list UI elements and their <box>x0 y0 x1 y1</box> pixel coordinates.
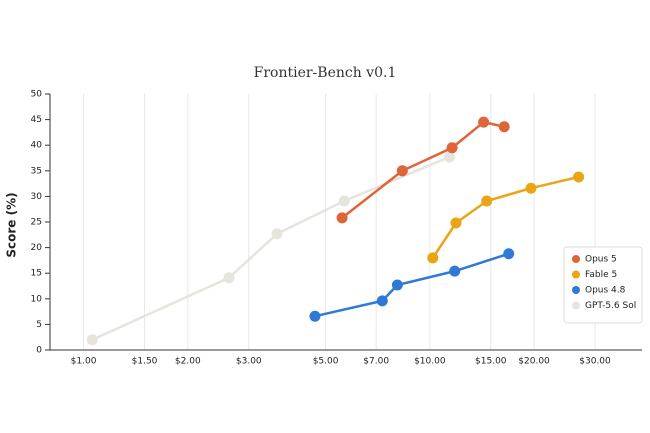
y-tick-label: 0 <box>36 346 42 356</box>
data-point <box>449 265 461 277</box>
legend-swatch <box>572 255 580 263</box>
legend-swatch <box>572 301 580 310</box>
y-tick-label: 5 <box>36 320 42 330</box>
legend-swatch <box>572 270 580 279</box>
series-line <box>341 120 505 219</box>
data-point <box>444 151 456 163</box>
y-tick-label: 25 <box>31 218 42 228</box>
x-tick-label: $5.00 <box>313 357 339 367</box>
x-tick-label: $1.00 <box>71 357 97 367</box>
data-point <box>376 295 388 307</box>
data-point <box>478 116 490 128</box>
series-line <box>431 175 579 259</box>
data-point <box>338 195 350 207</box>
data-point <box>450 217 462 229</box>
data-point <box>271 228 283 240</box>
y-tick-label: 30 <box>31 192 43 202</box>
data-point <box>525 182 537 194</box>
y-tick-label: 45 <box>31 115 42 125</box>
legend-box <box>563 246 643 324</box>
y-axis-label: Score (%) <box>5 192 19 257</box>
x-tick-label: $2.00 <box>175 357 201 367</box>
series-line <box>314 252 510 318</box>
data-point <box>503 248 515 260</box>
x-tick-label: $30.00 <box>579 357 611 367</box>
x-tick-label: $15.00 <box>475 357 507 367</box>
data-point <box>223 272 235 284</box>
legend-label: Fable 5 <box>585 270 617 280</box>
x-tick-label: $20.00 <box>518 357 550 367</box>
series-line <box>91 155 451 341</box>
data-point <box>446 142 458 154</box>
legend-label: Opus 4.8 <box>585 286 626 296</box>
y-tick-label: 35 <box>31 166 42 176</box>
y-tick-label: 10 <box>31 294 43 304</box>
data-point <box>309 310 321 322</box>
x-tick-label: $3.00 <box>236 357 262 367</box>
data-point <box>481 195 493 207</box>
y-tick-label: 15 <box>31 269 42 279</box>
x-tick-label: $1.50 <box>132 357 158 367</box>
data-point <box>498 121 510 133</box>
data-point <box>396 165 408 177</box>
data-point <box>427 252 439 264</box>
x-tick-label: $7.00 <box>363 357 389 367</box>
y-tick-label: 40 <box>31 141 43 151</box>
legend-swatch <box>572 286 580 294</box>
y-tick-label: 20 <box>31 243 43 253</box>
data-point <box>86 334 98 346</box>
data-point <box>336 212 348 224</box>
data-point <box>391 279 403 291</box>
y-tick-label: 50 <box>31 90 43 100</box>
chart-title: Frontier-Bench v0.1 <box>254 65 397 81</box>
legend-label: Opus 5 <box>585 255 617 265</box>
x-tick-label: $10.00 <box>414 357 446 367</box>
data-point <box>573 171 585 183</box>
legend-label: GPT-5.6 Sol <box>585 301 636 311</box>
